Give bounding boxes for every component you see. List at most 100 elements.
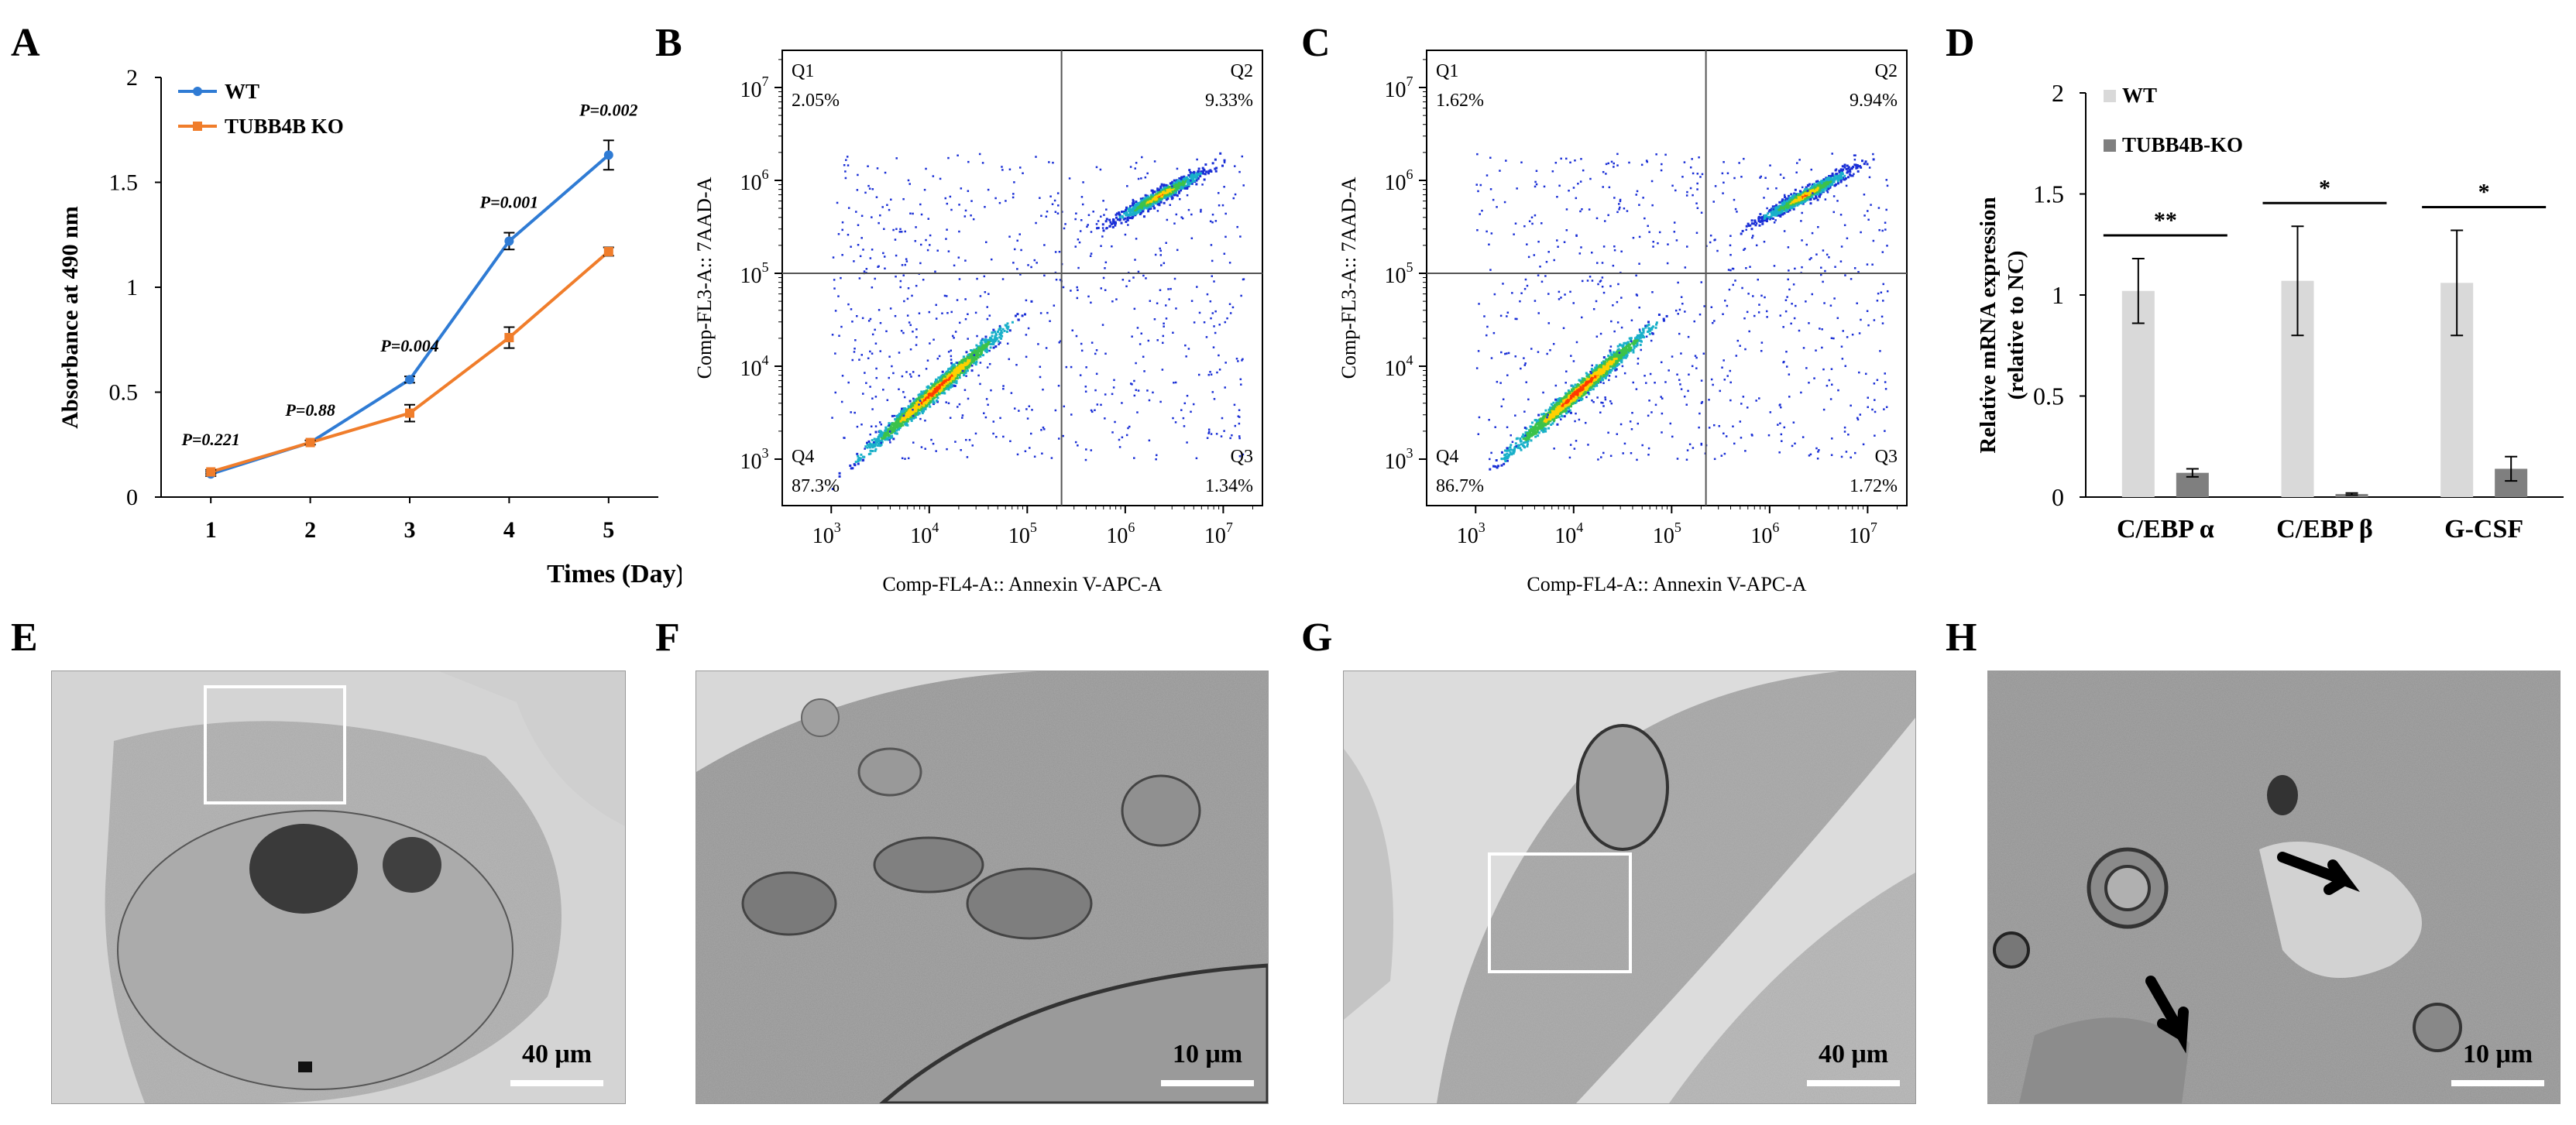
tem-image-g: 40 μm bbox=[1343, 671, 1916, 1104]
flow-events bbox=[1475, 153, 1889, 471]
chart-a-point bbox=[603, 246, 613, 256]
chart-a-point bbox=[504, 236, 514, 246]
panel-letter-f: F bbox=[655, 616, 680, 660]
flow-ytick-label: 107 bbox=[740, 74, 769, 102]
flow-quadrant-value: 87.3% bbox=[792, 476, 840, 496]
legend-d-wt-label: WT bbox=[2122, 84, 2157, 107]
flow-ytick-label: 103 bbox=[1385, 445, 1413, 474]
flow-quadrant-name: Q1 bbox=[792, 61, 814, 81]
flow-quadrant-value: 1.62% bbox=[1436, 91, 1484, 111]
flow-ytick-label: 107 bbox=[1385, 74, 1413, 102]
chart-a-ytick-label: 0 bbox=[126, 485, 138, 510]
chart-d-category-label: C/EBP α bbox=[2117, 515, 2214, 544]
chart-d-ylabel2: (relative to NC) bbox=[2004, 251, 2028, 400]
flow-ylabel: Comp-FL3-A:: 7AAD-A bbox=[693, 177, 716, 379]
flow-xtick-label: 103 bbox=[812, 520, 841, 548]
flow-xlabel: Comp-FL4-A:: Annexin V-APC-A bbox=[882, 573, 1162, 595]
chart-a-point bbox=[603, 150, 613, 160]
flow-plot-frame bbox=[1426, 50, 1908, 506]
chart-d-significance: ** bbox=[2154, 208, 2177, 233]
panel-letter-h: H bbox=[1946, 616, 1977, 660]
flow-xtick-label: 106 bbox=[1106, 520, 1135, 548]
flow-quadrant-name: Q4 bbox=[1436, 447, 1458, 467]
chart-a-point bbox=[405, 375, 414, 385]
flow-xtick-label: 107 bbox=[1849, 520, 1877, 548]
flow-ylabel: Comp-FL3-A:: 7AAD-A bbox=[1338, 177, 1360, 379]
flow-quadrant-value: 86.7% bbox=[1436, 476, 1484, 496]
chart-a-point bbox=[206, 467, 216, 477]
chart-d-significance: * bbox=[2478, 179, 2490, 204]
flow-quadrant-value: 2.05% bbox=[792, 91, 840, 111]
chart-d-ytick-label: 0.5 bbox=[2033, 382, 2064, 410]
legend-wt-label: WT bbox=[225, 80, 259, 103]
chart-c-flow: Q1 1.62% Q2 9.94% Q3 1.72% Q4 86.7% 103 104 105 106… bbox=[1338, 50, 1908, 595]
chart-a-pvalue: P=0.004 bbox=[380, 336, 438, 355]
flow-quadrant-value: 1.34% bbox=[1205, 476, 1253, 496]
chart-d-category-label: G-CSF bbox=[2444, 515, 2523, 544]
legend-ko-marker bbox=[193, 122, 202, 131]
flow-plot-frame bbox=[781, 50, 1263, 506]
chart-a-xlabel: Times (Day) bbox=[547, 560, 682, 588]
flow-xtick-label: 105 bbox=[1653, 520, 1681, 548]
panel-letter-b: B bbox=[655, 21, 682, 65]
chart-d-ylabel: Relative mRNA expression bbox=[1976, 197, 2001, 453]
chart-d-ytick-label: 1.5 bbox=[2033, 180, 2064, 208]
flow-quadrant-name: Q2 bbox=[1875, 61, 1898, 81]
chart-a-pvalue: P=0.002 bbox=[579, 100, 637, 119]
flow-quadrant-value: 9.33% bbox=[1205, 91, 1253, 111]
chart-a-point bbox=[305, 437, 315, 448]
flow-ytick-label: 105 bbox=[740, 259, 769, 288]
tem-image-g-drawing: 40 μm bbox=[1344, 671, 1915, 1103]
legend-d-ko-swatch bbox=[2104, 139, 2116, 152]
chart-d-ytick-label: 2 bbox=[2052, 79, 2064, 107]
flow-quadrant-name: Q3 bbox=[1231, 447, 1253, 467]
flow-ytick-label: 106 bbox=[1385, 166, 1413, 195]
legend-ko-label: TUBB4B KO bbox=[225, 115, 344, 138]
tem-image-f-drawing: 10 μm bbox=[696, 671, 1268, 1103]
chart-a-xtick-label: 1 bbox=[205, 517, 217, 543]
flow-xtick-label: 107 bbox=[1204, 520, 1233, 548]
tem-image-h: 10 μm bbox=[1987, 671, 2561, 1104]
chart-d-bar: Relative mRNA expression (relative to NC… bbox=[1976, 79, 2564, 544]
chart-a-ytick-label: 1 bbox=[126, 275, 138, 300]
flow-quadrant-value: 1.72% bbox=[1850, 476, 1898, 496]
flow-xtick-label: 103 bbox=[1457, 520, 1485, 548]
chart-d-bar bbox=[2121, 290, 2155, 497]
flow-quadrant-name: Q2 bbox=[1231, 61, 1253, 81]
flow-events bbox=[831, 152, 1245, 491]
panel-letter-e: E bbox=[11, 616, 38, 660]
panel-letter-g: G bbox=[1301, 616, 1333, 660]
chart-a-pvalue: P=0.001 bbox=[479, 193, 538, 212]
chart-b-flow: Q1 2.05% Q2 9.33% Q3 1.34% Q4 87.3% 103 104 105 106… bbox=[693, 50, 1263, 595]
flow-xtick-label: 105 bbox=[1008, 520, 1037, 548]
flow-xlabel: Comp-FL4-A:: Annexin V-APC-A bbox=[1527, 573, 1806, 595]
chart-d-ytick-label: 1 bbox=[2052, 281, 2064, 309]
chart-a-pvalue: P=0.221 bbox=[180, 430, 239, 449]
chart-d-category-label: C/EBP β bbox=[2276, 515, 2373, 544]
flow-xtick-label: 106 bbox=[1750, 520, 1779, 548]
flow-xtick-label: 104 bbox=[910, 520, 939, 548]
panel-letter-d: D bbox=[1946, 21, 1975, 65]
chart-a-xtick-label: 4 bbox=[503, 517, 515, 543]
chart-a-xtick-label: 5 bbox=[603, 517, 614, 543]
chart-a-ytick-label: 1.5 bbox=[109, 170, 139, 196]
scale-label-e: 40 μm bbox=[522, 1040, 592, 1068]
chart-a-series-line bbox=[210, 250, 610, 474]
chart-d-significance: * bbox=[2319, 175, 2330, 201]
flow-quadrant-name: Q3 bbox=[1875, 447, 1898, 467]
flow-xtick-label: 104 bbox=[1554, 520, 1583, 548]
flow-ytick-label: 106 bbox=[740, 166, 769, 195]
tem-image-h-drawing: 10 μm bbox=[1988, 671, 2560, 1103]
scale-label-f: 10 μm bbox=[1173, 1040, 1242, 1068]
flow-quadrant-value: 9.94% bbox=[1850, 91, 1898, 111]
tem-image-e-drawing: 40 μm bbox=[52, 671, 625, 1103]
panel-letter-a: A bbox=[11, 21, 40, 65]
scale-label-h: 10 μm bbox=[2463, 1040, 2533, 1068]
flow-ytick-label: 105 bbox=[1385, 259, 1413, 288]
chart-a-line: Absorbance at 490 nm 0 0.5 1 1.5 2 1 2 3 4 5 P=0… bbox=[57, 65, 682, 588]
chart-a-ytick-label: 2 bbox=[126, 65, 138, 91]
chart-a-pvalue: P=0.88 bbox=[284, 400, 335, 420]
flow-quadrant-name: Q1 bbox=[1436, 61, 1458, 81]
chart-a-xtick-label: 2 bbox=[304, 517, 316, 543]
chart-d-ytick-label: 0 bbox=[2052, 483, 2064, 511]
